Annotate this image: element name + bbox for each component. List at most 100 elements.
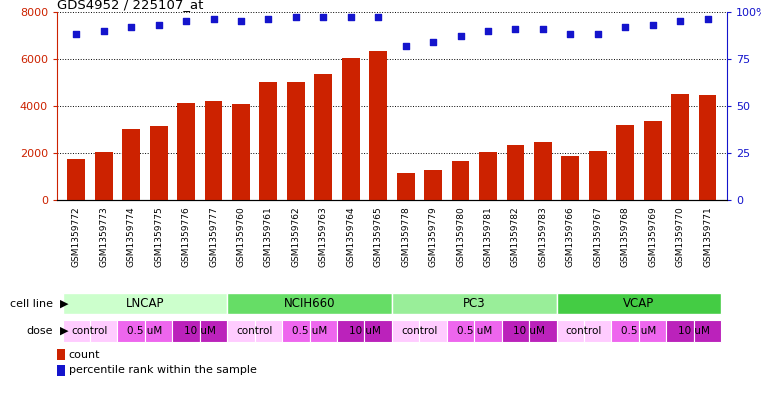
Bar bbox=[365, 320, 392, 342]
Bar bbox=[644, 121, 661, 200]
Point bbox=[427, 39, 439, 45]
Text: 10 uM: 10 uM bbox=[513, 326, 545, 336]
Point bbox=[152, 22, 164, 28]
Bar bbox=[232, 104, 250, 200]
Bar bbox=[90, 320, 117, 342]
Text: GSM1359779: GSM1359779 bbox=[428, 207, 438, 268]
Point bbox=[125, 24, 137, 30]
Bar bbox=[419, 320, 447, 342]
Bar bbox=[260, 82, 277, 200]
Point bbox=[702, 16, 714, 22]
Text: percentile rank within the sample: percentile rank within the sample bbox=[68, 365, 256, 375]
Bar bbox=[589, 151, 607, 200]
Bar bbox=[287, 82, 304, 200]
Bar bbox=[68, 159, 85, 200]
Point bbox=[317, 14, 330, 20]
Bar bbox=[584, 320, 612, 342]
Bar bbox=[314, 73, 333, 200]
Bar bbox=[369, 51, 387, 200]
Text: VCAP: VCAP bbox=[623, 297, 654, 310]
Bar bbox=[62, 293, 228, 314]
Bar bbox=[392, 293, 556, 314]
Text: 0.5 uM: 0.5 uM bbox=[621, 326, 657, 336]
Bar bbox=[282, 320, 310, 342]
Bar bbox=[117, 320, 145, 342]
Bar bbox=[62, 320, 90, 342]
Text: GSM1359780: GSM1359780 bbox=[456, 207, 465, 268]
Text: 10 uM: 10 uM bbox=[349, 326, 380, 336]
Bar bbox=[57, 349, 65, 360]
Point bbox=[97, 28, 110, 34]
Text: 10 uM: 10 uM bbox=[678, 326, 710, 336]
Text: GSM1359765: GSM1359765 bbox=[374, 207, 383, 268]
Bar bbox=[639, 320, 667, 342]
Point bbox=[235, 18, 247, 24]
Bar bbox=[392, 320, 419, 342]
Text: GSM1359776: GSM1359776 bbox=[182, 207, 190, 268]
Text: PC3: PC3 bbox=[463, 297, 486, 310]
Bar bbox=[479, 152, 497, 200]
Text: control: control bbox=[72, 326, 108, 336]
Bar bbox=[205, 101, 222, 200]
Text: control: control bbox=[566, 326, 602, 336]
Point bbox=[180, 18, 193, 24]
Point bbox=[564, 31, 576, 38]
Bar bbox=[534, 142, 552, 200]
Text: dose: dose bbox=[27, 326, 53, 336]
Bar bbox=[474, 320, 501, 342]
Bar bbox=[667, 320, 694, 342]
Bar bbox=[145, 320, 172, 342]
Bar bbox=[529, 320, 556, 342]
Text: GDS4952 / 225107_at: GDS4952 / 225107_at bbox=[57, 0, 203, 11]
Bar bbox=[424, 170, 442, 200]
Text: GSM1359761: GSM1359761 bbox=[264, 207, 273, 268]
Text: GSM1359773: GSM1359773 bbox=[99, 207, 108, 268]
Text: 0.5 uM: 0.5 uM bbox=[292, 326, 327, 336]
Bar bbox=[556, 320, 584, 342]
Text: count: count bbox=[68, 350, 100, 360]
Point bbox=[674, 18, 686, 24]
Bar bbox=[699, 95, 716, 200]
Text: GSM1359766: GSM1359766 bbox=[566, 207, 575, 268]
Text: GSM1359775: GSM1359775 bbox=[154, 207, 163, 268]
Point bbox=[619, 24, 632, 30]
Point bbox=[537, 26, 549, 32]
Text: GSM1359767: GSM1359767 bbox=[594, 207, 602, 268]
Bar bbox=[556, 293, 721, 314]
Bar bbox=[95, 152, 113, 200]
Text: NCIH660: NCIH660 bbox=[284, 297, 336, 310]
Point bbox=[372, 14, 384, 20]
Bar bbox=[671, 94, 689, 200]
Text: GSM1359762: GSM1359762 bbox=[291, 207, 301, 267]
Text: GSM1359771: GSM1359771 bbox=[703, 207, 712, 268]
Text: cell line: cell line bbox=[10, 299, 53, 309]
Bar bbox=[200, 320, 228, 342]
Point bbox=[400, 42, 412, 49]
Text: control: control bbox=[237, 326, 273, 336]
Bar bbox=[310, 320, 337, 342]
Bar bbox=[342, 58, 360, 200]
Text: GSM1359782: GSM1359782 bbox=[511, 207, 520, 267]
Text: GSM1359783: GSM1359783 bbox=[538, 207, 547, 268]
Text: 0.5 uM: 0.5 uM bbox=[457, 326, 492, 336]
Bar bbox=[501, 320, 529, 342]
Point bbox=[647, 22, 659, 28]
Bar bbox=[172, 320, 200, 342]
Text: 10 uM: 10 uM bbox=[184, 326, 215, 336]
Text: GSM1359764: GSM1359764 bbox=[346, 207, 355, 267]
Text: GSM1359770: GSM1359770 bbox=[676, 207, 685, 268]
Point bbox=[290, 14, 302, 20]
Point bbox=[591, 31, 603, 38]
Text: GSM1359769: GSM1359769 bbox=[648, 207, 658, 268]
Point bbox=[208, 16, 220, 22]
Bar bbox=[150, 126, 167, 200]
Text: GSM1359768: GSM1359768 bbox=[621, 207, 629, 268]
Point bbox=[509, 26, 521, 32]
Text: GSM1359777: GSM1359777 bbox=[209, 207, 218, 268]
Point bbox=[454, 33, 466, 39]
Point bbox=[263, 16, 275, 22]
Bar bbox=[177, 103, 195, 200]
Point bbox=[482, 28, 494, 34]
Text: ▶: ▶ bbox=[53, 299, 68, 309]
Bar bbox=[447, 320, 474, 342]
